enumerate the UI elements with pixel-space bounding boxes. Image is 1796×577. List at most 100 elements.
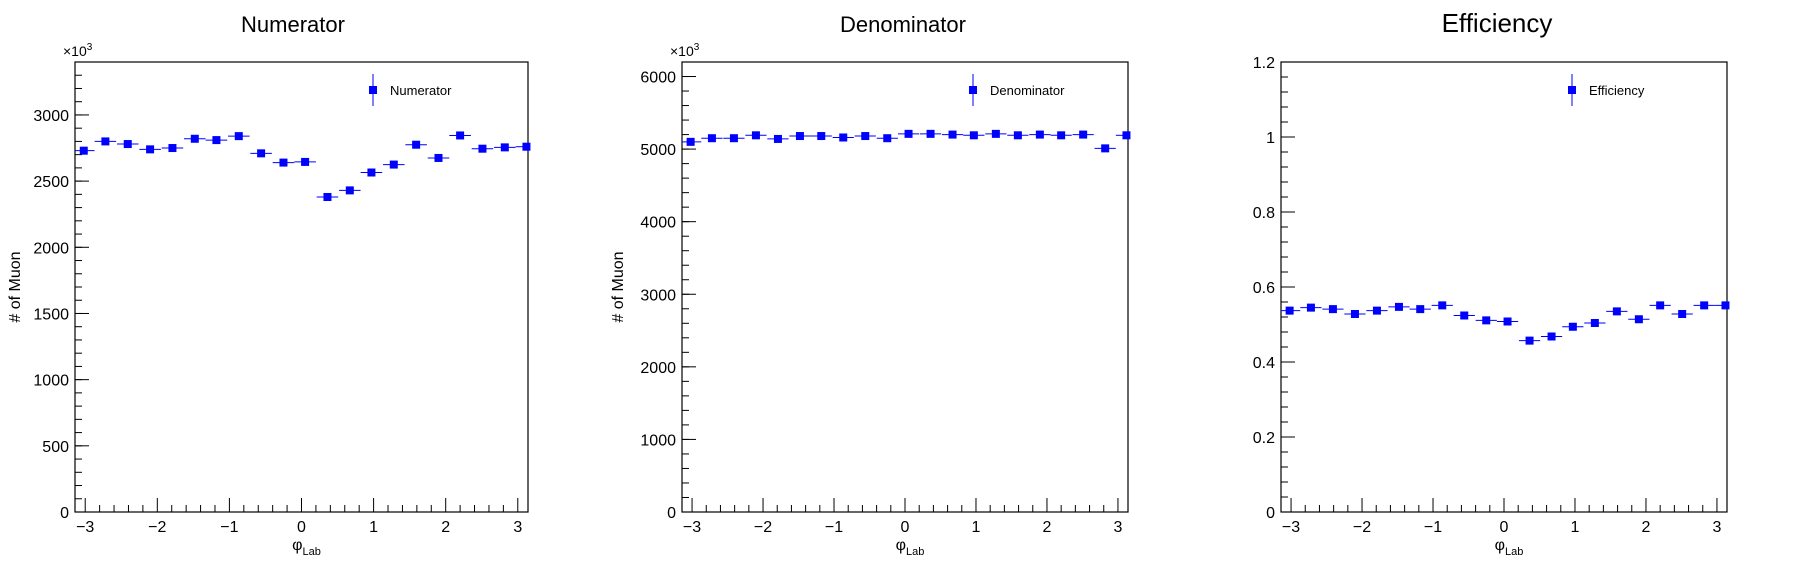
data-point xyxy=(1721,301,1730,310)
y-tick-label: 0.4 xyxy=(1253,355,1275,372)
data-point xyxy=(1612,307,1621,316)
legend-marker xyxy=(1568,86,1576,94)
data-point xyxy=(969,131,978,140)
legend-label: Efficiency xyxy=(1589,83,1645,98)
data-point xyxy=(1394,302,1403,311)
x-axis-label: φLab xyxy=(292,537,321,558)
data-point xyxy=(257,149,266,158)
y-tick-label: 1.2 xyxy=(1253,55,1275,72)
data-point xyxy=(861,132,870,141)
y-tick-label: 1000 xyxy=(640,432,676,449)
y-tick-label: 1500 xyxy=(33,306,69,323)
x-tick-label: 3 xyxy=(513,519,522,536)
data-point xyxy=(773,134,782,143)
data-point xyxy=(1013,131,1022,140)
x-tick-label: 2 xyxy=(1642,519,1651,536)
x-tick-label: −3 xyxy=(1282,519,1300,536)
x-tick-label: −2 xyxy=(754,519,772,536)
x-tick-label: −3 xyxy=(683,519,701,536)
data-point xyxy=(795,132,804,141)
data-point xyxy=(1057,131,1066,140)
x-tick-label: 0 xyxy=(1500,519,1509,536)
data-point xyxy=(79,146,88,155)
data-point xyxy=(500,143,509,152)
data-point xyxy=(434,153,443,162)
legend-label: Numerator xyxy=(390,83,452,98)
data-point xyxy=(926,129,935,138)
data-point xyxy=(168,144,177,153)
data-point xyxy=(1438,301,1447,310)
x-tick-label: 3 xyxy=(1712,519,1721,536)
data-point xyxy=(345,186,354,195)
y-tick-label: 0 xyxy=(667,505,676,522)
chart-title: Numerator xyxy=(241,12,345,37)
x-tick-label: 2 xyxy=(441,519,450,536)
plot-frame xyxy=(1280,61,1728,513)
x-tick-label: 3 xyxy=(1113,519,1122,536)
data-point xyxy=(1525,336,1534,345)
y-multiplier-label: ×103 xyxy=(670,42,700,59)
x-tick-label: 1 xyxy=(972,519,981,536)
legend-label: Denominator xyxy=(990,83,1065,98)
legend-marker xyxy=(969,86,977,94)
y-tick-label: 4000 xyxy=(640,215,676,232)
data-point xyxy=(146,145,155,154)
x-tick-label: −2 xyxy=(1353,519,1371,536)
data-point xyxy=(1590,319,1599,327)
legend-marker xyxy=(369,86,377,94)
data-point xyxy=(707,134,716,143)
data-point xyxy=(1678,310,1687,318)
y-tick-label: 2500 xyxy=(33,174,69,191)
plot-frame xyxy=(74,61,529,513)
x-tick-label: 1 xyxy=(1571,519,1580,536)
data-point xyxy=(883,134,892,143)
x-axis-label: φLab xyxy=(896,537,925,558)
y-axis-label: # of Muon xyxy=(7,251,24,322)
data-point xyxy=(212,136,221,145)
data-point xyxy=(1328,305,1337,314)
data-point xyxy=(522,142,531,151)
x-tick-label: −2 xyxy=(148,519,166,536)
data-point xyxy=(1700,301,1709,310)
data-point xyxy=(1416,305,1425,314)
y-tick-label: 0 xyxy=(1266,505,1275,522)
x-tick-label: −3 xyxy=(76,519,94,536)
data-point xyxy=(686,137,695,146)
data-point xyxy=(991,129,1000,138)
data-point xyxy=(1503,317,1512,326)
data-point xyxy=(1122,131,1131,140)
data-point xyxy=(1460,311,1469,320)
y-tick-label: 3000 xyxy=(33,108,69,125)
y-tick-label: 6000 xyxy=(640,70,676,87)
data-point xyxy=(279,158,288,167)
data-point xyxy=(729,134,738,143)
data-point xyxy=(817,132,826,141)
data-point xyxy=(367,168,376,177)
data-point xyxy=(1350,310,1359,318)
data-point xyxy=(751,131,760,140)
x-tick-label: −1 xyxy=(220,519,238,536)
y-tick-label: 500 xyxy=(42,439,69,456)
chart-panel-2: Denominator −3 −2 −1 0 1 2 3 0 1000 2000 3000 4000 50… xyxy=(610,12,1131,558)
y-tick-label: 1000 xyxy=(33,373,69,390)
x-tick-label: 2 xyxy=(1043,519,1052,536)
x-tick-label: −1 xyxy=(825,519,843,536)
data-point xyxy=(839,133,848,142)
data-point xyxy=(234,132,243,141)
data-point xyxy=(412,140,421,149)
x-tick-label: −1 xyxy=(1424,519,1442,536)
x-axis-label: φLab xyxy=(1495,537,1524,558)
data-point xyxy=(301,157,310,166)
y-tick-label: 0 xyxy=(60,505,69,522)
data-point xyxy=(478,144,487,153)
data-point xyxy=(1547,332,1556,341)
data-point xyxy=(456,131,465,140)
y-tick-label: 5000 xyxy=(640,142,676,159)
data-point xyxy=(190,134,199,143)
y-tick-label: 1 xyxy=(1266,130,1275,147)
data-point xyxy=(948,130,957,139)
data-point xyxy=(1101,144,1110,153)
chart-title: Denominator xyxy=(840,12,966,37)
data-point xyxy=(1035,130,1044,139)
